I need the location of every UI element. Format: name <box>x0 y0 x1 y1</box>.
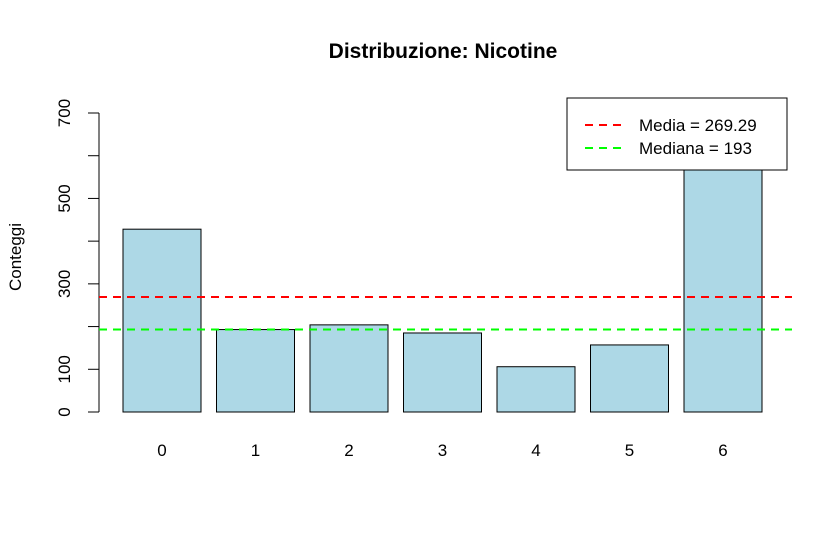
bar-6 <box>683 150 763 413</box>
y-tick-label: 300 <box>55 270 74 298</box>
y-axis: 0 100 300 500 700 <box>55 99 100 417</box>
y-tick-label: 100 <box>55 355 74 383</box>
bar-3 <box>403 332 482 413</box>
x-tick-label: 0 <box>157 441 166 460</box>
legend-label-media: Media = 269.29 <box>639 116 757 135</box>
y-axis-label: Conteggi <box>6 223 25 291</box>
y-tick-label: 0 <box>55 407 74 416</box>
x-tick-label: 5 <box>625 441 634 460</box>
bar-2 <box>309 324 389 413</box>
x-tick-label: 3 <box>438 441 447 460</box>
bar-5 <box>590 344 669 413</box>
bars-group <box>122 150 763 413</box>
y-tick-label: 500 <box>55 184 74 212</box>
x-tick-label: 6 <box>718 441 727 460</box>
x-tick-labels: 0 1 2 3 4 5 6 <box>157 441 727 460</box>
bar-1 <box>216 329 295 413</box>
reference-lines <box>99 295 792 331</box>
bar-0 <box>122 228 202 413</box>
legend-box <box>566 97 788 171</box>
x-tick-label: 4 <box>531 441 540 460</box>
legend: Media = 269.29 Mediana = 193 <box>566 97 788 171</box>
legend-label-mediana: Mediana = 193 <box>639 139 752 158</box>
x-tick-label: 1 <box>251 441 260 460</box>
y-tick-label: 700 <box>55 99 74 127</box>
x-tick-label: 2 <box>344 441 353 460</box>
bar-4 <box>496 366 576 413</box>
chart-title: Distribuzione: Nicotine <box>329 40 558 63</box>
